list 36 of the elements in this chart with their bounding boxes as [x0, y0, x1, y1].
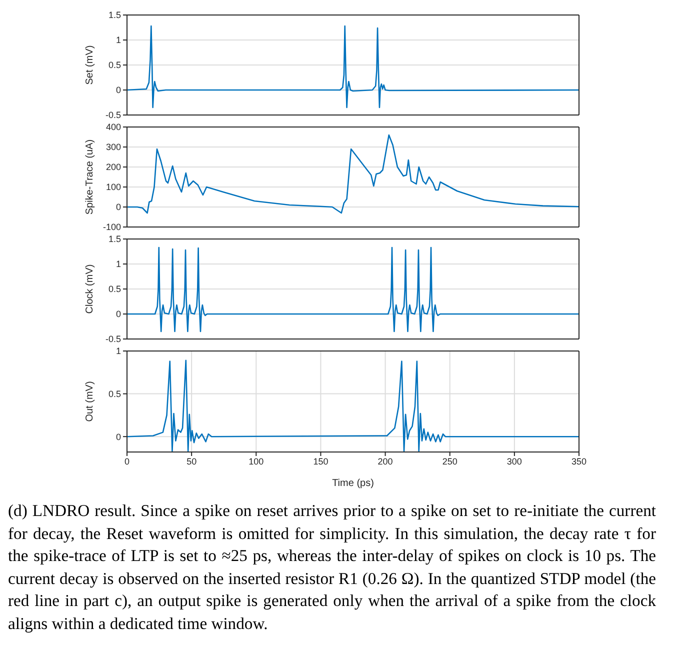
x-tick-label: 350 — [571, 456, 587, 466]
y-tick-label: 0 — [116, 85, 121, 96]
y-tick-label: 0 — [116, 309, 121, 320]
x-tick-label: 300 — [506, 456, 522, 466]
y-tick-label: 1 — [116, 35, 121, 46]
y-tick-label: 0 — [116, 432, 121, 442]
y-tick-label: 1.5 — [108, 10, 121, 20]
x-tick-label: 100 — [248, 456, 264, 466]
y-tick-label: 0 — [116, 202, 121, 212]
line-series — [127, 246, 579, 332]
line-series — [127, 25, 579, 108]
y-tick-label: -0.5 — [105, 334, 121, 344]
x-tick-label: 150 — [313, 456, 328, 466]
y-tick-label: 1.5 — [108, 234, 121, 244]
y-tick-label: 0.5 — [108, 388, 121, 399]
y-tick-label: 0.5 — [108, 60, 121, 70]
y-tick-label: 400 — [106, 122, 121, 132]
x-tick-label: 0 — [124, 456, 130, 466]
y-tick-label: 1 — [116, 259, 121, 270]
x-tick-label: 250 — [442, 456, 458, 466]
y-axis-title: Clock (mV) — [84, 264, 96, 314]
y-axis-title: Set (mV) — [84, 45, 96, 85]
x-tick-label: 50 — [186, 456, 197, 466]
text: (d) LNDRO result. Since a spike on reset arrives prior to a spike on set to re-initiate the current for decay, the Reset waveform is omitted for simplicity. In this simulation, the decay rate τ for the spike-trace of LTP is set to ≈25 ps, whereas the inter-delay of spikes on clock is 10 ps. The current decay is observed on the inserted resistor R1 (0.26 Ω). In the quantized STDP model (the red line in part c), an output spike is generated only when the arrival of a spike from the clock aligns within a dedicated time window. — [8, 500, 656, 635]
y-tick-label: 200 — [106, 162, 121, 172]
y-tick-label: -0.5 — [105, 110, 121, 120]
y-tick-label: 100 — [106, 182, 121, 192]
y-tick-label: 300 — [106, 142, 121, 152]
y-tick-label: 0.5 — [108, 284, 121, 294]
x-axis-title: Time (ps) — [332, 478, 374, 489]
y-axis-title: Spike-Trace (uA) — [84, 139, 96, 215]
y-tick-label: 1 — [116, 346, 121, 356]
line-series — [127, 134, 579, 214]
y-axis-title: Out (mV) — [84, 381, 96, 422]
y-tick-label: -100 — [102, 222, 121, 232]
x-tick-label: 200 — [378, 456, 393, 466]
